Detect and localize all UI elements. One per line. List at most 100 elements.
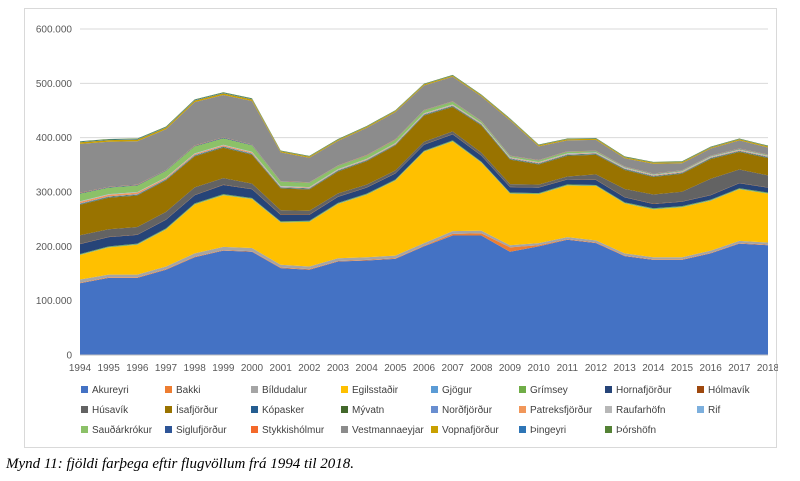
legend-label: Egilsstaðir [352,384,399,396]
x-tick-label: 2008 [470,363,493,374]
stacked-area-chart: 0 100.000 200.000 300.000 400.000 500.000 600.… [36,25,778,437]
legend-label: Sauðárkrókur [92,424,153,436]
legend-item-vopnafjo-r-ur: Vopnafjörður [431,424,499,436]
area-egilssta-ir [80,141,768,280]
y-tick-label: 400.000 [36,133,73,144]
legend-label: Patreksfjörður [530,404,593,416]
legend-swatch [165,386,172,393]
legend-item-siglufjo-r-ur: Siglufjörður [165,424,227,436]
legend-item-i-safjo-r-ur: Ísafjörður [165,403,218,416]
area-series [80,74,768,355]
legend-swatch [341,406,348,413]
legend-item-ko-pasker: Kópasker [251,405,305,416]
x-tick-label: 2005 [384,363,407,374]
y-tick-label: 300.000 [36,188,73,199]
legend-item--ingeyri: Þingeyri [519,425,566,436]
legend-label: Mývatn [352,405,384,416]
legend-item-bi-ldudalur: Bíldudalur [251,385,308,396]
x-tick-label: 2018 [757,363,778,374]
y-tick-label: 100.000 [36,296,73,307]
x-tick-label: 2006 [413,363,436,374]
legend-label: Stykkishólmur [262,425,325,436]
area-akureyri [80,235,768,355]
legend-swatch [605,386,612,393]
legend-item-gri-msey: Grímsey [519,385,568,396]
legend-swatch [697,386,704,393]
legend-swatch [431,426,438,433]
legend-swatch [341,426,348,433]
legend-label: Hólmavík [708,385,751,396]
legend-label: Siglufjörður [176,424,227,436]
legend-label: Húsavík [92,405,129,416]
legend-swatch [431,386,438,393]
legend-label: Hornafjörður [616,384,672,396]
legend-item-my-vatn: Mývatn [341,405,384,416]
legend-item--o-rsho-fn: Þórshöfn [605,425,656,436]
x-tick-label: 2013 [614,363,637,374]
legend-label: Þórshöfn [616,425,656,436]
x-tick-label: 2016 [700,363,723,374]
x-tick-label: 2001 [270,363,293,374]
legend-swatch [165,406,172,413]
x-tick-label: 2014 [642,363,665,374]
x-tick-label: 2002 [298,363,321,374]
legend-swatch [251,386,258,393]
legend-label: Vestmannaeyjar [352,425,424,436]
x-tick-label: 1996 [126,363,149,374]
legend-item-egilssta-ir: Egilsstaðir [341,384,399,396]
legend-swatch [519,406,526,413]
x-tick-label: 2007 [442,363,465,374]
chart-frame: 0 100.000 200.000 300.000 400.000 500.000 600.… [24,8,778,448]
x-tick-label: 2010 [528,363,551,374]
legend-item-bakki: Bakki [165,385,200,396]
legend-swatch [81,386,88,393]
legend-item-stykkisho-lmur: Stykkishólmur [251,425,325,436]
legend-swatch [251,426,258,433]
legend-swatch [605,406,612,413]
legend-item-nor-fjo-r-ur: Norðfjörður [431,404,493,416]
area-i-safjo-r-ur [80,106,768,236]
legend-item-vestmannaeyjar: Vestmannaeyjar [341,425,424,436]
x-tick-label: 2004 [356,363,379,374]
y-tick-label: 200.000 [36,242,73,253]
x-tick-label: 2003 [327,363,350,374]
legend-label: Rif [708,405,720,416]
legend-swatch [697,406,704,413]
legend-item-raufarho-fn: Raufarhöfn [605,405,665,416]
legend-swatch [519,386,526,393]
legend-item-rif: Rif [697,405,720,416]
y-tick-label: 600.000 [36,25,73,36]
legend-swatch [605,426,612,433]
legend-item-hu-savi-k: Húsavík [81,405,129,416]
x-tick-label: 2000 [241,363,264,374]
legend-item-hornafjo-r-ur: Hornafjörður [605,384,672,396]
legend-swatch [341,386,348,393]
legend-label: Norðfjörður [442,404,493,416]
x-tick-label: 2009 [499,363,522,374]
area-vestmannaeyjar [80,76,768,193]
legend-swatch [81,406,88,413]
x-tick-label: 1994 [69,363,92,374]
legend-swatch [519,426,526,433]
legend-item-ho-lmavi-k: Hólmavík [697,385,751,396]
legend-swatch [251,406,258,413]
legend-label: Akureyri [92,385,129,396]
y-tick-label: 0 [66,351,72,362]
legend: Akureyri Bakki Bíldudalur Egilsstaðir Gjögur… [81,384,751,436]
legend-label: Þingeyri [530,425,566,436]
x-tick-label: 2017 [728,363,751,374]
legend-item-gjo-gur: Gjögur [431,385,473,396]
legend-label: Raufarhöfn [616,405,665,416]
legend-swatch [431,406,438,413]
legend-item-sau-a-rkro-kur: Sauðárkrókur [81,424,153,436]
x-tick-label: 2011 [557,363,579,374]
x-tick-label: 1998 [184,363,207,374]
legend-label: Gjögur [442,385,473,396]
x-tick-label: 2015 [671,363,694,374]
legend-label: Bakki [176,385,200,396]
legend-label: Grímsey [530,385,568,396]
legend-item-akureyri: Akureyri [81,385,129,396]
legend-swatch [165,426,172,433]
x-tick-label: 1995 [98,363,121,374]
legend-label: Kópasker [262,405,305,416]
